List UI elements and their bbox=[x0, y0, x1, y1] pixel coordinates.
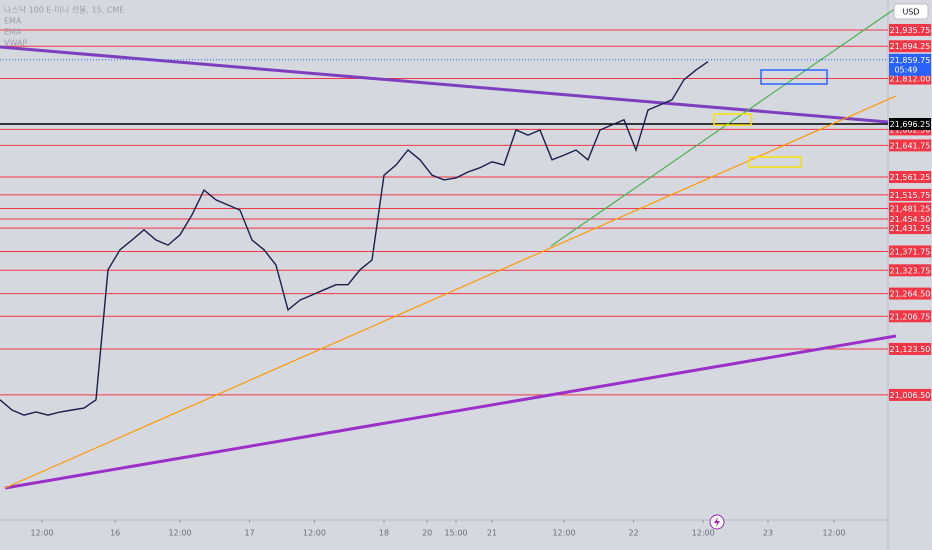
level-label-box bbox=[889, 287, 931, 300]
price-line bbox=[0, 61, 709, 416]
zone-box bbox=[748, 156, 802, 168]
x-tick-label: 15:00 bbox=[444, 529, 467, 538]
level-label-box bbox=[889, 23, 931, 36]
x-tick-label: 12:00 bbox=[822, 529, 845, 538]
trendline bbox=[4, 334, 897, 490]
y-tick-label: 21,894.25 bbox=[890, 42, 931, 51]
legend-item: EMA bbox=[4, 17, 22, 26]
y-tick-label: 21,561.25 bbox=[890, 173, 931, 182]
y-tick-label: 21,935.75 bbox=[890, 26, 931, 35]
reference-label: 21,696.25 bbox=[890, 120, 931, 129]
event-icon-bolt bbox=[714, 517, 720, 527]
x-tick-label: 18 bbox=[379, 529, 389, 538]
x-tick-label: 21 bbox=[487, 529, 497, 538]
y-tick-label: 21,431.25 bbox=[890, 224, 931, 233]
y-tick-label: 21,515.75 bbox=[890, 191, 931, 200]
y-tick-label: 21,206.75 bbox=[890, 312, 931, 321]
trendline bbox=[550, 7, 897, 247]
y-tick-label: 21,641.75 bbox=[890, 141, 931, 150]
y-tick-label: 21,006.50 bbox=[890, 391, 931, 400]
trendline bbox=[4, 95, 897, 489]
level-label-box bbox=[889, 310, 931, 323]
x-tick-label: 12:00 bbox=[692, 529, 715, 538]
y-tick-label: 21,371.75 bbox=[890, 247, 931, 256]
currency-button[interactable] bbox=[893, 3, 929, 20]
legend-item: VWAP bbox=[4, 39, 27, 48]
level-label-box bbox=[889, 264, 931, 277]
x-tick-label: 12:00 bbox=[552, 529, 575, 538]
x-tick-label: 23 bbox=[763, 529, 773, 538]
level-label-box bbox=[889, 202, 931, 215]
last-price-label: 21,859.75 bbox=[890, 56, 931, 65]
x-tick-label: 16 bbox=[110, 529, 120, 538]
y-tick-label: 21,264.50 bbox=[890, 290, 931, 299]
level-label-box bbox=[889, 388, 931, 401]
x-tick-label: 12:00 bbox=[168, 529, 191, 538]
chart-title: 나스닥 100 E-미니 선물, 15, CME bbox=[4, 5, 124, 15]
y-tick-label: 21,454.50 bbox=[890, 215, 931, 224]
x-tick-label: 20 bbox=[422, 529, 432, 538]
level-label-box bbox=[889, 188, 931, 201]
currency-label[interactable]: USD bbox=[902, 8, 919, 17]
last-price-box bbox=[889, 53, 931, 76]
level-label-box bbox=[889, 222, 931, 235]
x-tick-label: 12:00 bbox=[303, 529, 326, 538]
reference-label-box bbox=[889, 118, 931, 131]
x-tick-label: 22 bbox=[629, 529, 639, 538]
y-tick-label: 21,481.25 bbox=[890, 204, 931, 213]
level-label-box bbox=[889, 139, 931, 152]
y-tick-label: 21,812.00 bbox=[890, 75, 931, 84]
x-tick-label: 17 bbox=[245, 529, 255, 538]
level-label-box bbox=[889, 245, 931, 258]
x-tick-label: 12:00 bbox=[30, 529, 53, 538]
y-tick-label: 21,123.50 bbox=[890, 345, 931, 354]
level-label-box bbox=[889, 342, 931, 355]
countdown-label: 05:49 bbox=[894, 65, 917, 74]
level-label-box bbox=[889, 40, 931, 53]
zone-box bbox=[760, 69, 828, 85]
level-label-box bbox=[889, 171, 931, 184]
legend-item: EMA bbox=[4, 28, 22, 37]
y-tick-label: 21,323.75 bbox=[890, 266, 931, 275]
level-label-box bbox=[889, 212, 931, 225]
zone-box bbox=[713, 113, 752, 126]
